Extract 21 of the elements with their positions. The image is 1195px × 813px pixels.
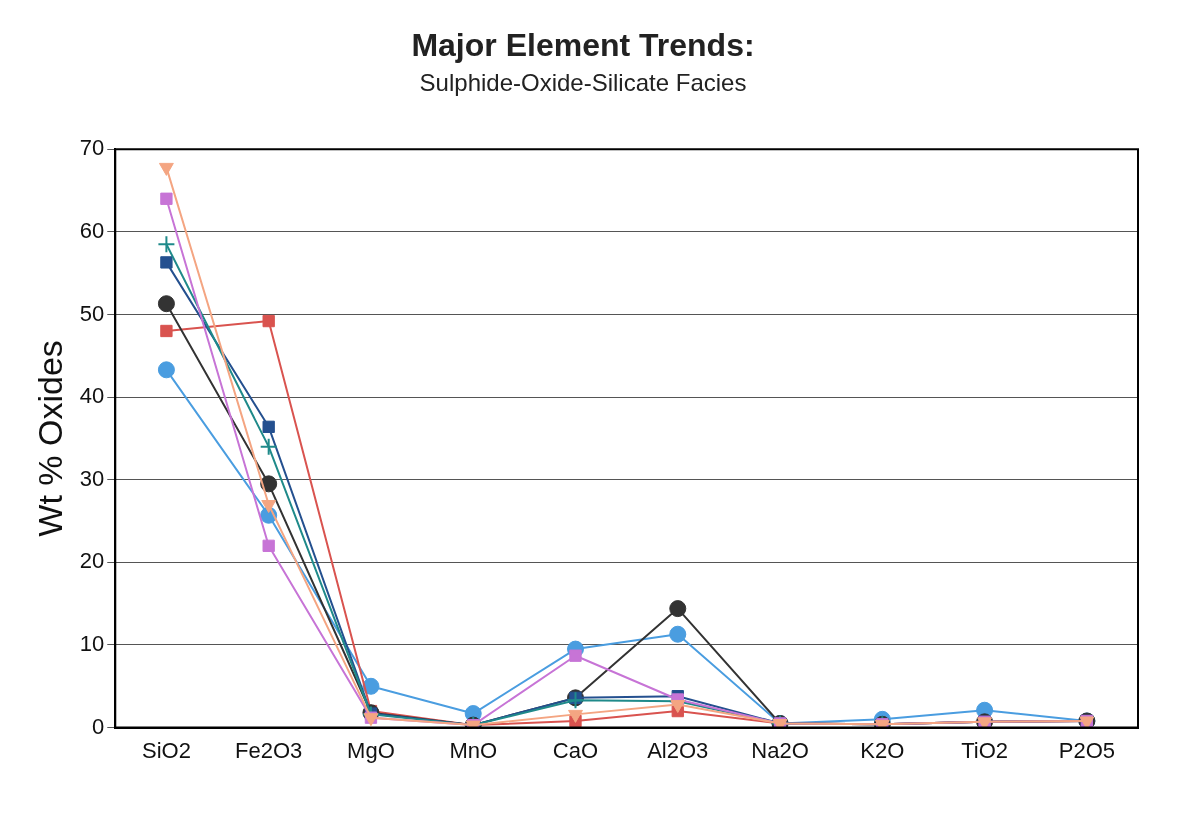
y-tick-label: 50 bbox=[79, 300, 105, 326]
y-axis-title: Wt % Oxides bbox=[30, 340, 69, 537]
y-tick-label: 40 bbox=[79, 383, 105, 409]
y-tick-label: 60 bbox=[79, 217, 105, 243]
chart-title: Major Element Trends: bbox=[411, 27, 755, 64]
y-tick-label: 0 bbox=[92, 713, 105, 739]
y-tick-label: 20 bbox=[79, 548, 105, 574]
x-tick-label: SiO2 bbox=[141, 737, 191, 763]
x-tick-label: CaO bbox=[552, 737, 599, 763]
x-tick-label: MgO bbox=[347, 737, 395, 763]
x-tick-label: P2O5 bbox=[1058, 737, 1115, 763]
y-tick-label: 10 bbox=[79, 631, 105, 657]
y-tick-label: 30 bbox=[79, 465, 105, 491]
x-tick-label: Fe2O3 bbox=[235, 737, 303, 763]
x-tick-label: Na2O bbox=[751, 737, 809, 763]
chart-subtitle: Sulphide-Oxide-Silicate Facies bbox=[419, 69, 747, 97]
x-tick-label: MnO bbox=[449, 737, 498, 763]
x-tick-label: TiO2 bbox=[961, 737, 1009, 763]
y-tick-label: 70 bbox=[79, 135, 105, 161]
x-tick-label: Al2O3 bbox=[647, 737, 709, 763]
x-tick-label: K2O bbox=[860, 737, 905, 763]
